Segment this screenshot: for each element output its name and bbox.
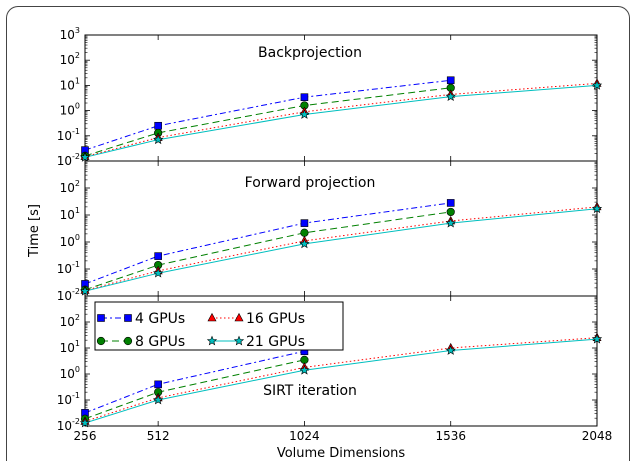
data-point [79, 417, 91, 428]
data-point [152, 394, 164, 405]
panel-1: 10-2 10-1 100 101 102 103 Backprojection [57, 26, 603, 168]
data-point [79, 285, 91, 296]
legend-marker [207, 312, 217, 322]
data-point [299, 364, 310, 375]
legend-box [94, 301, 344, 351]
legend-entry: 8 GPUs [96, 334, 185, 350]
data-point [152, 267, 164, 278]
x-axis-label: Volume Dimensions [277, 446, 406, 461]
series-line [84, 79, 451, 151]
data-point [445, 91, 456, 101]
y-tick-label: 10-2 [57, 287, 80, 303]
legend-marker [97, 314, 105, 322]
legend-entry: 4 GPUs [97, 311, 185, 327]
legend-marker [124, 314, 132, 322]
series-4-gpus [81, 199, 455, 288]
x-tick-label: 512 [147, 429, 170, 443]
legend-marker [234, 312, 244, 322]
data-point [300, 228, 309, 237]
y-tick-label: 10-1 [57, 127, 80, 143]
x-tick-label: 2048 [582, 429, 613, 443]
y-tick-label: 10-1 [57, 260, 80, 276]
panel-title: Backprojection [258, 45, 362, 61]
data-point [154, 121, 162, 130]
legend-label: 16 GPUs [246, 311, 305, 327]
y-tick-label: 10-2 [57, 152, 80, 168]
y-tick-label: 10-1 [57, 391, 80, 407]
series-line [84, 211, 451, 291]
y-tick-label: 100 [60, 233, 80, 249]
data-point [79, 151, 91, 162]
legend-entry: 16 GPUs [207, 311, 305, 327]
series-line [84, 84, 598, 158]
data-point [154, 380, 162, 389]
data-point [446, 199, 455, 207]
x-tick-label: 1536 [435, 429, 466, 443]
legend-marker [123, 336, 133, 346]
series-21-gpus [79, 203, 603, 296]
series-line [84, 350, 305, 414]
data-point [445, 217, 456, 228]
data-point [299, 238, 310, 249]
legend-marker [206, 335, 218, 346]
y-axis-label: Time [s] [27, 204, 42, 258]
x-tick-label: 1024 [289, 429, 320, 443]
legend-entry: 21 GPUs [206, 334, 305, 350]
series-21-gpus [79, 79, 603, 162]
legend: 4 GPUs 8 GPUs 16 GPUs 21 GPUs [94, 301, 344, 351]
series-line [84, 82, 598, 158]
series-8-gpus [80, 83, 455, 160]
data-point [446, 207, 455, 217]
figure-frame [6, 6, 630, 461]
data-point [300, 219, 309, 227]
series-line [84, 206, 598, 291]
y-tick-label: 103 [60, 26, 80, 42]
legend-label: 21 GPUs [246, 334, 305, 350]
data-point [591, 203, 603, 214]
data-point [445, 345, 456, 355]
data-point [300, 93, 309, 102]
plot-area [84, 295, 598, 427]
legend-label: 4 GPUs [135, 311, 185, 327]
panel-title: Forward projection [245, 175, 376, 191]
legend-marker [233, 335, 245, 346]
y-tick-label: 101 [60, 339, 80, 355]
y-tick-label: 10-2 [57, 417, 80, 433]
data-point [154, 252, 162, 260]
data-point [446, 76, 455, 85]
data-point [152, 134, 164, 145]
y-tick-label: 100 [60, 365, 80, 381]
legend-label: 8 GPUs [135, 334, 185, 350]
data-point [591, 79, 603, 90]
panel-2: 10-2 10-1 100 101 102 Forward projection [57, 160, 603, 303]
data-point [299, 109, 310, 119]
series-4-gpus [81, 76, 455, 154]
series-21-gpus [79, 333, 603, 428]
data-point [591, 333, 603, 344]
y-tick-label: 102 [60, 179, 80, 195]
panel-title: SIRT iteration [263, 383, 357, 399]
y-tick-label: 102 [60, 313, 80, 329]
y-tick-label: 100 [60, 102, 80, 118]
x-tick-label: 256 [74, 429, 97, 443]
legend-marker [96, 336, 106, 346]
series-line [84, 208, 598, 292]
y-tick-label: 101 [60, 206, 80, 222]
series-line [84, 87, 451, 157]
panel-3: 10-2 10-1 100 101 102 256 512 1024 1536 2048 SIRT … [57, 295, 613, 443]
y-tick-label: 102 [60, 51, 80, 67]
y-tick-label: 101 [60, 76, 80, 92]
